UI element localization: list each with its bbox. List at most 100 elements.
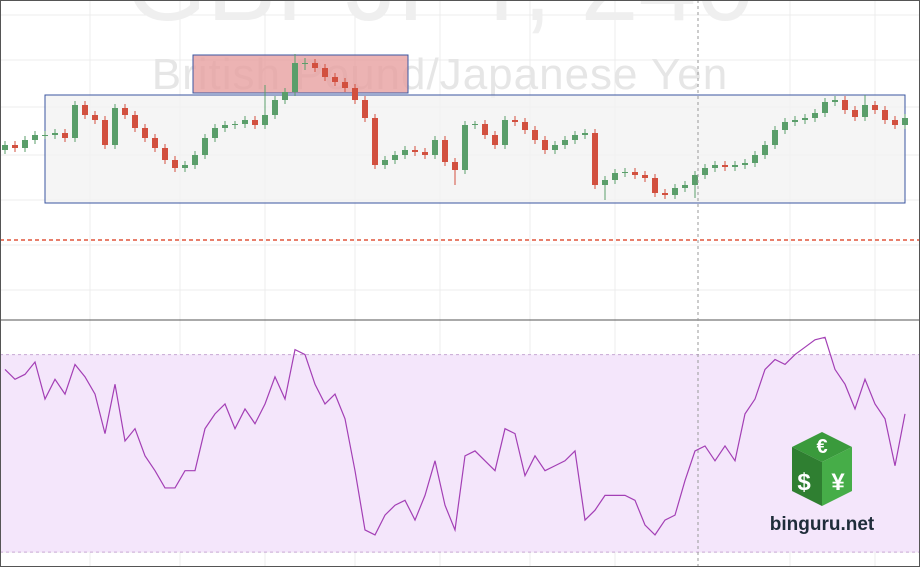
candle-body [682,185,688,188]
candle-body [342,82,348,88]
candle-body [372,118,378,165]
candle-body [882,110,888,120]
candle-body [642,175,648,178]
logo-text: binguru.net [770,514,875,535]
candle-body [242,120,248,124]
range-box [44,94,906,204]
candle-body [612,173,618,180]
candle-body [702,168,708,175]
candle-body [462,125,468,170]
candle-body [132,115,138,128]
candle-body [782,122,788,130]
candle-body [162,148,168,160]
candle-body [332,77,338,82]
candle-body [312,63,318,68]
candle-body [22,140,28,148]
candle-body [852,110,858,117]
candle-body [362,100,368,118]
candle-body [252,120,258,125]
candle-body [352,88,358,100]
candle-body [862,105,868,117]
candle-body [742,163,748,165]
candle-body [102,120,108,145]
candle-body [322,68,328,77]
candle-body [212,128,218,138]
candle-body [392,155,398,160]
rsi-line [4,336,906,536]
candle-body [262,115,268,125]
candle-body [802,118,808,120]
logo-left [792,447,822,506]
candle-body [622,172,628,173]
candle-body [842,100,848,110]
candle-body [492,135,498,145]
candle-body [432,140,438,155]
candle-body [202,138,208,155]
candle-body [442,140,448,162]
candle-body [712,165,718,168]
candle-body [512,120,518,122]
candle-body [92,115,98,120]
candle-body [592,133,598,185]
candle-body [522,122,528,130]
candle-body [892,120,898,125]
candle-body [732,165,738,167]
logo-symbol: ¥ [831,469,845,496]
candle-body [32,135,38,140]
candle-body [662,193,668,195]
candle-body [532,130,538,140]
candle-body [52,133,58,135]
candle-body [762,145,768,155]
candle-body [812,113,818,118]
rsi-panel [0,336,920,553]
candle-body [402,150,408,155]
candle-body [542,140,548,150]
candle-body [182,165,188,168]
candle-body [502,120,508,145]
candle-body [602,180,608,185]
candle-body [672,188,678,195]
candle-body [692,175,698,185]
candle-body [752,155,758,163]
candle-body [172,160,178,168]
candle-body [2,145,8,150]
candle-body [112,108,118,145]
candle-body [302,63,308,64]
logo-right [822,447,852,506]
candle-body [292,63,298,92]
candle-body [552,145,558,150]
candle-body [562,140,568,145]
candle-body [652,178,658,193]
candle-body [792,120,798,122]
candle-body [122,108,128,115]
candle-body [422,152,428,155]
candle-body [572,135,578,140]
candle-body [382,160,388,165]
candle-body [82,105,88,115]
candle-body [822,102,828,113]
zone-box [192,54,409,94]
candle-body [722,165,728,167]
candle-body [142,128,148,138]
candle-body [772,130,778,145]
candle-body [272,100,278,115]
candle-body [412,150,418,152]
candle-body [282,92,288,100]
candle-body [582,133,588,135]
rsi-band [0,354,920,553]
candle-body [452,162,458,170]
candle-body [632,172,638,175]
logo-symbol: $ [797,469,811,496]
candle-body [12,145,18,148]
logo-symbol: € [816,436,827,458]
candle-body [62,133,68,138]
candle-body [472,124,478,125]
watermark-title: GBPJPY, 240 [126,0,754,43]
candle-body [232,124,238,125]
price-panel [2,54,908,200]
candle-body [42,135,48,136]
candle-body [832,100,838,102]
candle-body [72,105,78,138]
logo: € $ ¥ binguru.net [770,432,875,535]
candle-body [902,118,908,125]
